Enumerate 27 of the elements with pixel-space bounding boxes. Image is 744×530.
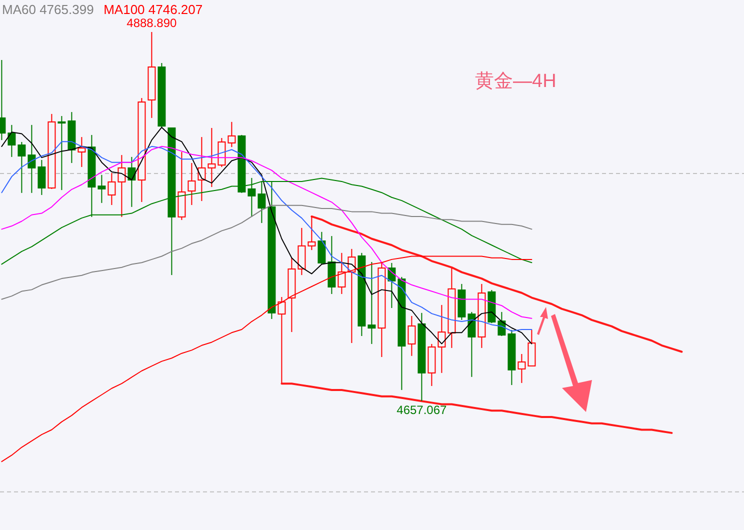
candlestick bbox=[258, 181, 266, 224]
candlestick bbox=[478, 283, 486, 348]
candlestick bbox=[278, 296, 286, 384]
text: MA100 4746.207 bbox=[104, 2, 203, 17]
candlestick bbox=[418, 312, 426, 402]
candlestick bbox=[58, 116, 66, 191]
candlestick bbox=[328, 236, 336, 294]
candlestick bbox=[188, 162, 196, 206]
annotation: 4888.890 bbox=[126, 16, 178, 30]
candlestick bbox=[368, 261, 376, 344]
candlestick bbox=[408, 315, 416, 356]
candlestick bbox=[148, 32, 156, 118]
candlestick bbox=[518, 353, 526, 384]
candlestick bbox=[98, 174, 106, 204]
candlestick bbox=[78, 136, 86, 168]
text: MA60 4765.399 bbox=[2, 2, 94, 17]
candlestick bbox=[298, 227, 306, 276]
candlestick bbox=[118, 154, 126, 218]
annotation: 4657.067 bbox=[396, 403, 448, 417]
candlestick bbox=[448, 268, 456, 348]
candlestick bbox=[68, 112, 76, 164]
text: 黄金—4H bbox=[475, 71, 556, 92]
candlestick bbox=[28, 124, 36, 194]
candlestick bbox=[438, 304, 446, 374]
candlestick bbox=[38, 159, 46, 196]
candlestick bbox=[208, 127, 216, 188]
candlestick bbox=[108, 172, 116, 206]
